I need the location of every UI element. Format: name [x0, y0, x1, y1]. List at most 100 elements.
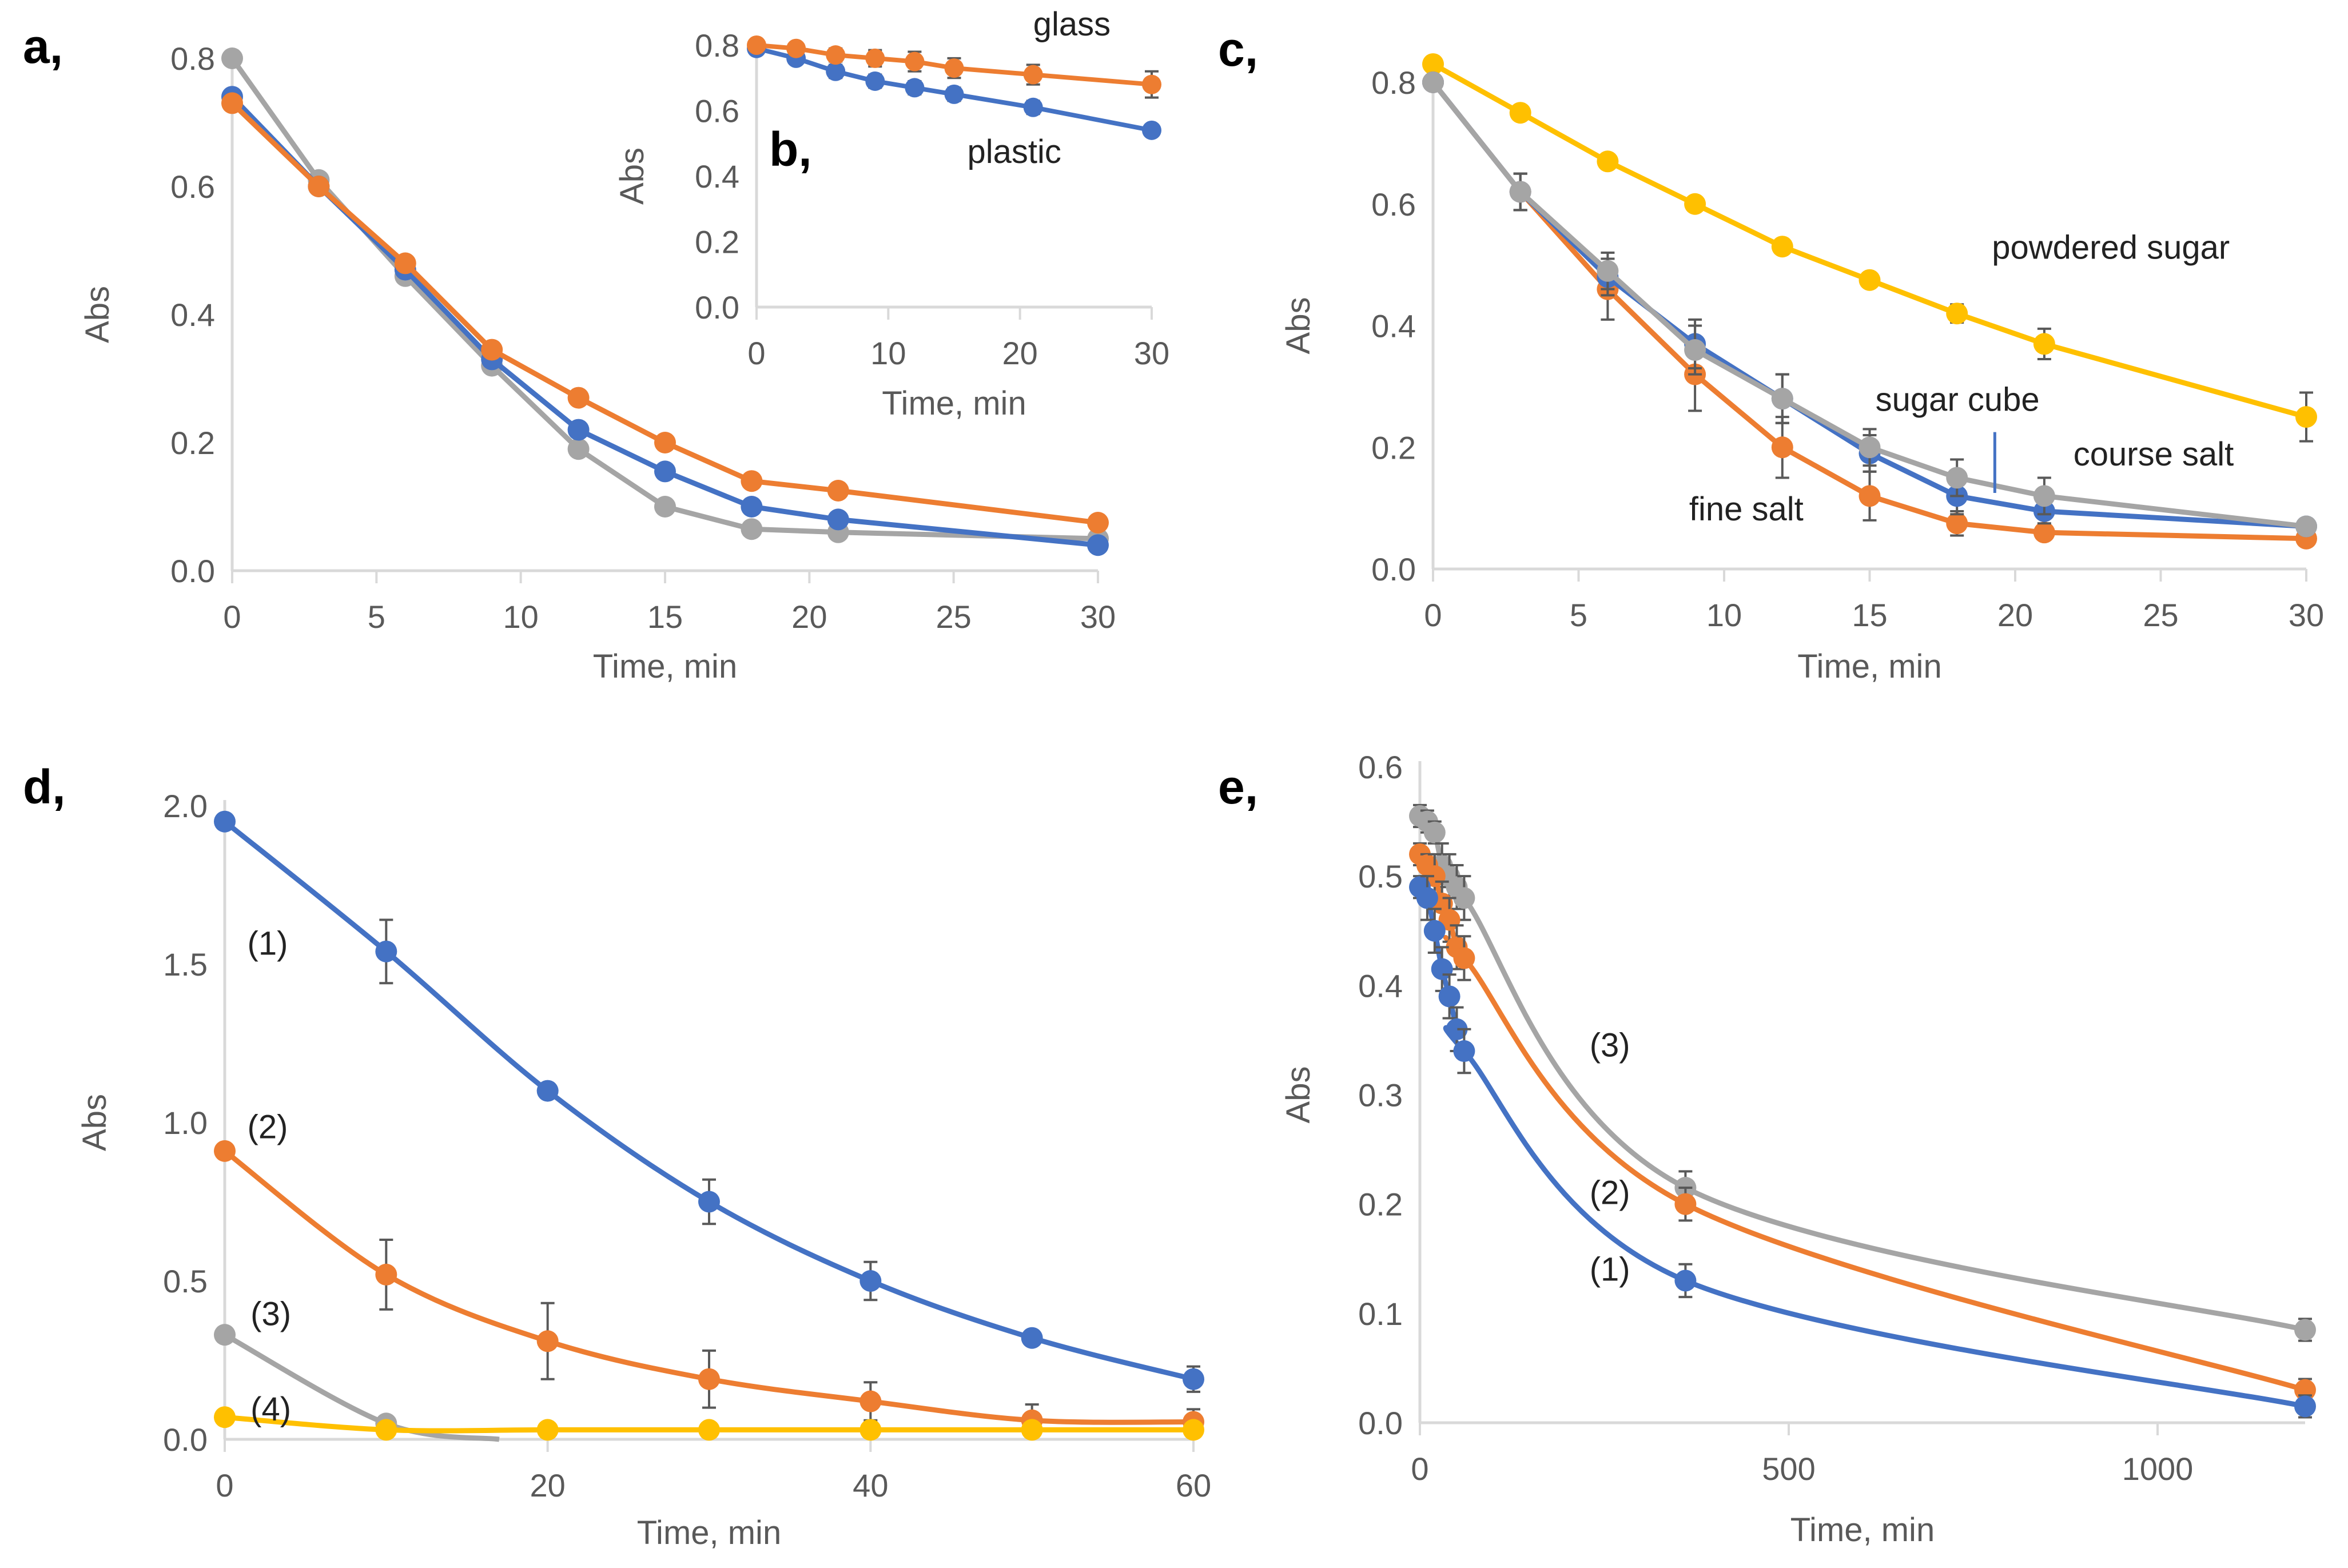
x-tick-label: 0	[747, 335, 765, 371]
data-point	[1597, 150, 1619, 173]
y-tick-label: 0.6	[695, 93, 739, 129]
data-point	[827, 480, 849, 502]
x-axis-title: Time, min	[1797, 648, 1941, 685]
data-point	[1946, 467, 1968, 489]
data-point	[214, 1406, 236, 1428]
x-tick-label: 20	[1002, 335, 1038, 371]
y-axis-title: Abs	[76, 1094, 113, 1151]
data-point	[1453, 947, 1475, 969]
data-point	[747, 35, 766, 55]
data-point	[786, 38, 806, 58]
y-tick-label: 0.6	[1358, 749, 1403, 785]
x-tick-label: 20	[791, 599, 827, 635]
x-tick-label: 25	[936, 599, 972, 635]
annotation-label: fine salt	[1689, 491, 1804, 528]
series-line	[223, 819, 1195, 1382]
data-point	[1446, 1018, 1468, 1040]
data-point	[859, 1390, 882, 1412]
chart-panel-c: 0 5 10 15 20 25 30 0.0 0.2 0.4 0.6 0.8 Time, min Abs c…	[1218, 22, 2324, 685]
annotation-label: course salt	[2074, 436, 2234, 473]
x-tick-label: 10	[870, 335, 906, 371]
series-3	[1409, 803, 2316, 1342]
panel-label: b,	[769, 122, 812, 176]
data-point	[698, 1191, 720, 1213]
series-line	[1418, 814, 2306, 1332]
chart-panel-b: 0 10 20 30 0.0 0.2 0.4 0.6 0.8 Time, min Abs b, glas…	[614, 6, 1169, 422]
x-tick-label: 10	[1706, 597, 1742, 633]
annotation-label: (3)	[250, 1296, 291, 1333]
data-point	[741, 496, 763, 518]
x-tick-label: 20	[1997, 597, 2033, 633]
data-point	[1771, 236, 1793, 258]
data-point	[859, 1270, 882, 1292]
chart-panel-e: 0 500 1000 0.0 0.1 0.2 0.3 0.4 0.5 0.6 Time, min Ab…	[1218, 749, 2316, 1549]
y-tick-label: 0.3	[1358, 1077, 1403, 1113]
data-point	[1684, 339, 1706, 361]
series-fine-salt	[1422, 71, 2317, 550]
x-tick-label: 25	[2143, 597, 2178, 633]
data-point	[308, 176, 330, 197]
data-point	[1771, 436, 1793, 459]
y-tick-label: 0.6	[1371, 186, 1416, 222]
data-point	[1684, 193, 1706, 215]
annotation-label: (2)	[1590, 1175, 1630, 1212]
panel-label: a,	[23, 19, 63, 73]
data-point	[1946, 512, 1968, 535]
x-tick-label: 5	[368, 599, 385, 635]
data-point	[654, 432, 676, 453]
annotation-label: (4)	[250, 1391, 291, 1428]
data-point	[1423, 821, 1446, 843]
data-point	[2033, 333, 2055, 355]
data-point	[221, 47, 243, 69]
data-point	[2295, 406, 2317, 428]
chart-panel-a: 0 5 10 15 20 25 30 0.0 0.2 0.4 0.6 0.8 Time, min Abs a…	[23, 19, 1116, 685]
panel-label: d,	[23, 760, 66, 814]
data-point	[567, 419, 590, 441]
data-point	[654, 460, 676, 483]
x-axis-title: Time, min	[593, 648, 737, 685]
data-point	[944, 58, 964, 78]
x-tick-label: 0	[223, 599, 241, 635]
y-tick-label: 0.0	[163, 1422, 208, 1458]
data-point	[1858, 436, 1881, 459]
y-tick-label: 0.1	[1358, 1296, 1403, 1332]
data-point	[214, 1140, 236, 1162]
data-point	[698, 1368, 720, 1390]
data-point	[905, 51, 925, 71]
x-tick-label: 5	[1570, 597, 1587, 633]
data-point	[1087, 534, 1109, 556]
x-tick-label: 60	[1176, 1467, 1211, 1503]
data-point	[536, 1330, 559, 1352]
data-point	[1858, 485, 1881, 507]
x-axis-title: Time, min	[1790, 1511, 1935, 1549]
annotation-label: powdered sugar	[1992, 229, 2230, 266]
x-tick-label: 10	[503, 599, 539, 635]
data-point	[698, 1419, 720, 1441]
y-tick-label: 2.0	[163, 788, 208, 824]
data-point	[741, 470, 763, 492]
y-tick-label: 0.5	[1358, 858, 1403, 894]
data-point	[654, 496, 676, 518]
y-tick-label: 0.2	[1358, 1187, 1403, 1223]
y-tick-label: 1.5	[163, 946, 208, 982]
data-point	[741, 518, 763, 540]
data-point	[1858, 269, 1881, 291]
series-line	[1418, 885, 2306, 1409]
data-point	[375, 1419, 397, 1441]
x-tick-label: 30	[1134, 335, 1169, 371]
x-tick-label: 0	[1411, 1451, 1428, 1487]
data-point	[221, 92, 243, 114]
data-point	[2033, 485, 2055, 507]
y-tick-label: 0.5	[163, 1263, 208, 1299]
data-point	[1142, 74, 1161, 94]
y-tick-label: 0.8	[695, 27, 739, 63]
data-point	[1453, 1040, 1475, 1062]
y-axis-title: Abs	[614, 148, 651, 205]
x-tick-label: 20	[530, 1467, 566, 1503]
data-point	[1087, 512, 1109, 534]
annotation-label: (3)	[1590, 1027, 1630, 1064]
y-tick-label: 0.0	[695, 289, 739, 325]
x-tick-label: 40	[853, 1467, 888, 1503]
series-orange	[221, 92, 1109, 534]
y-tick-label: 0.2	[1371, 429, 1416, 465]
